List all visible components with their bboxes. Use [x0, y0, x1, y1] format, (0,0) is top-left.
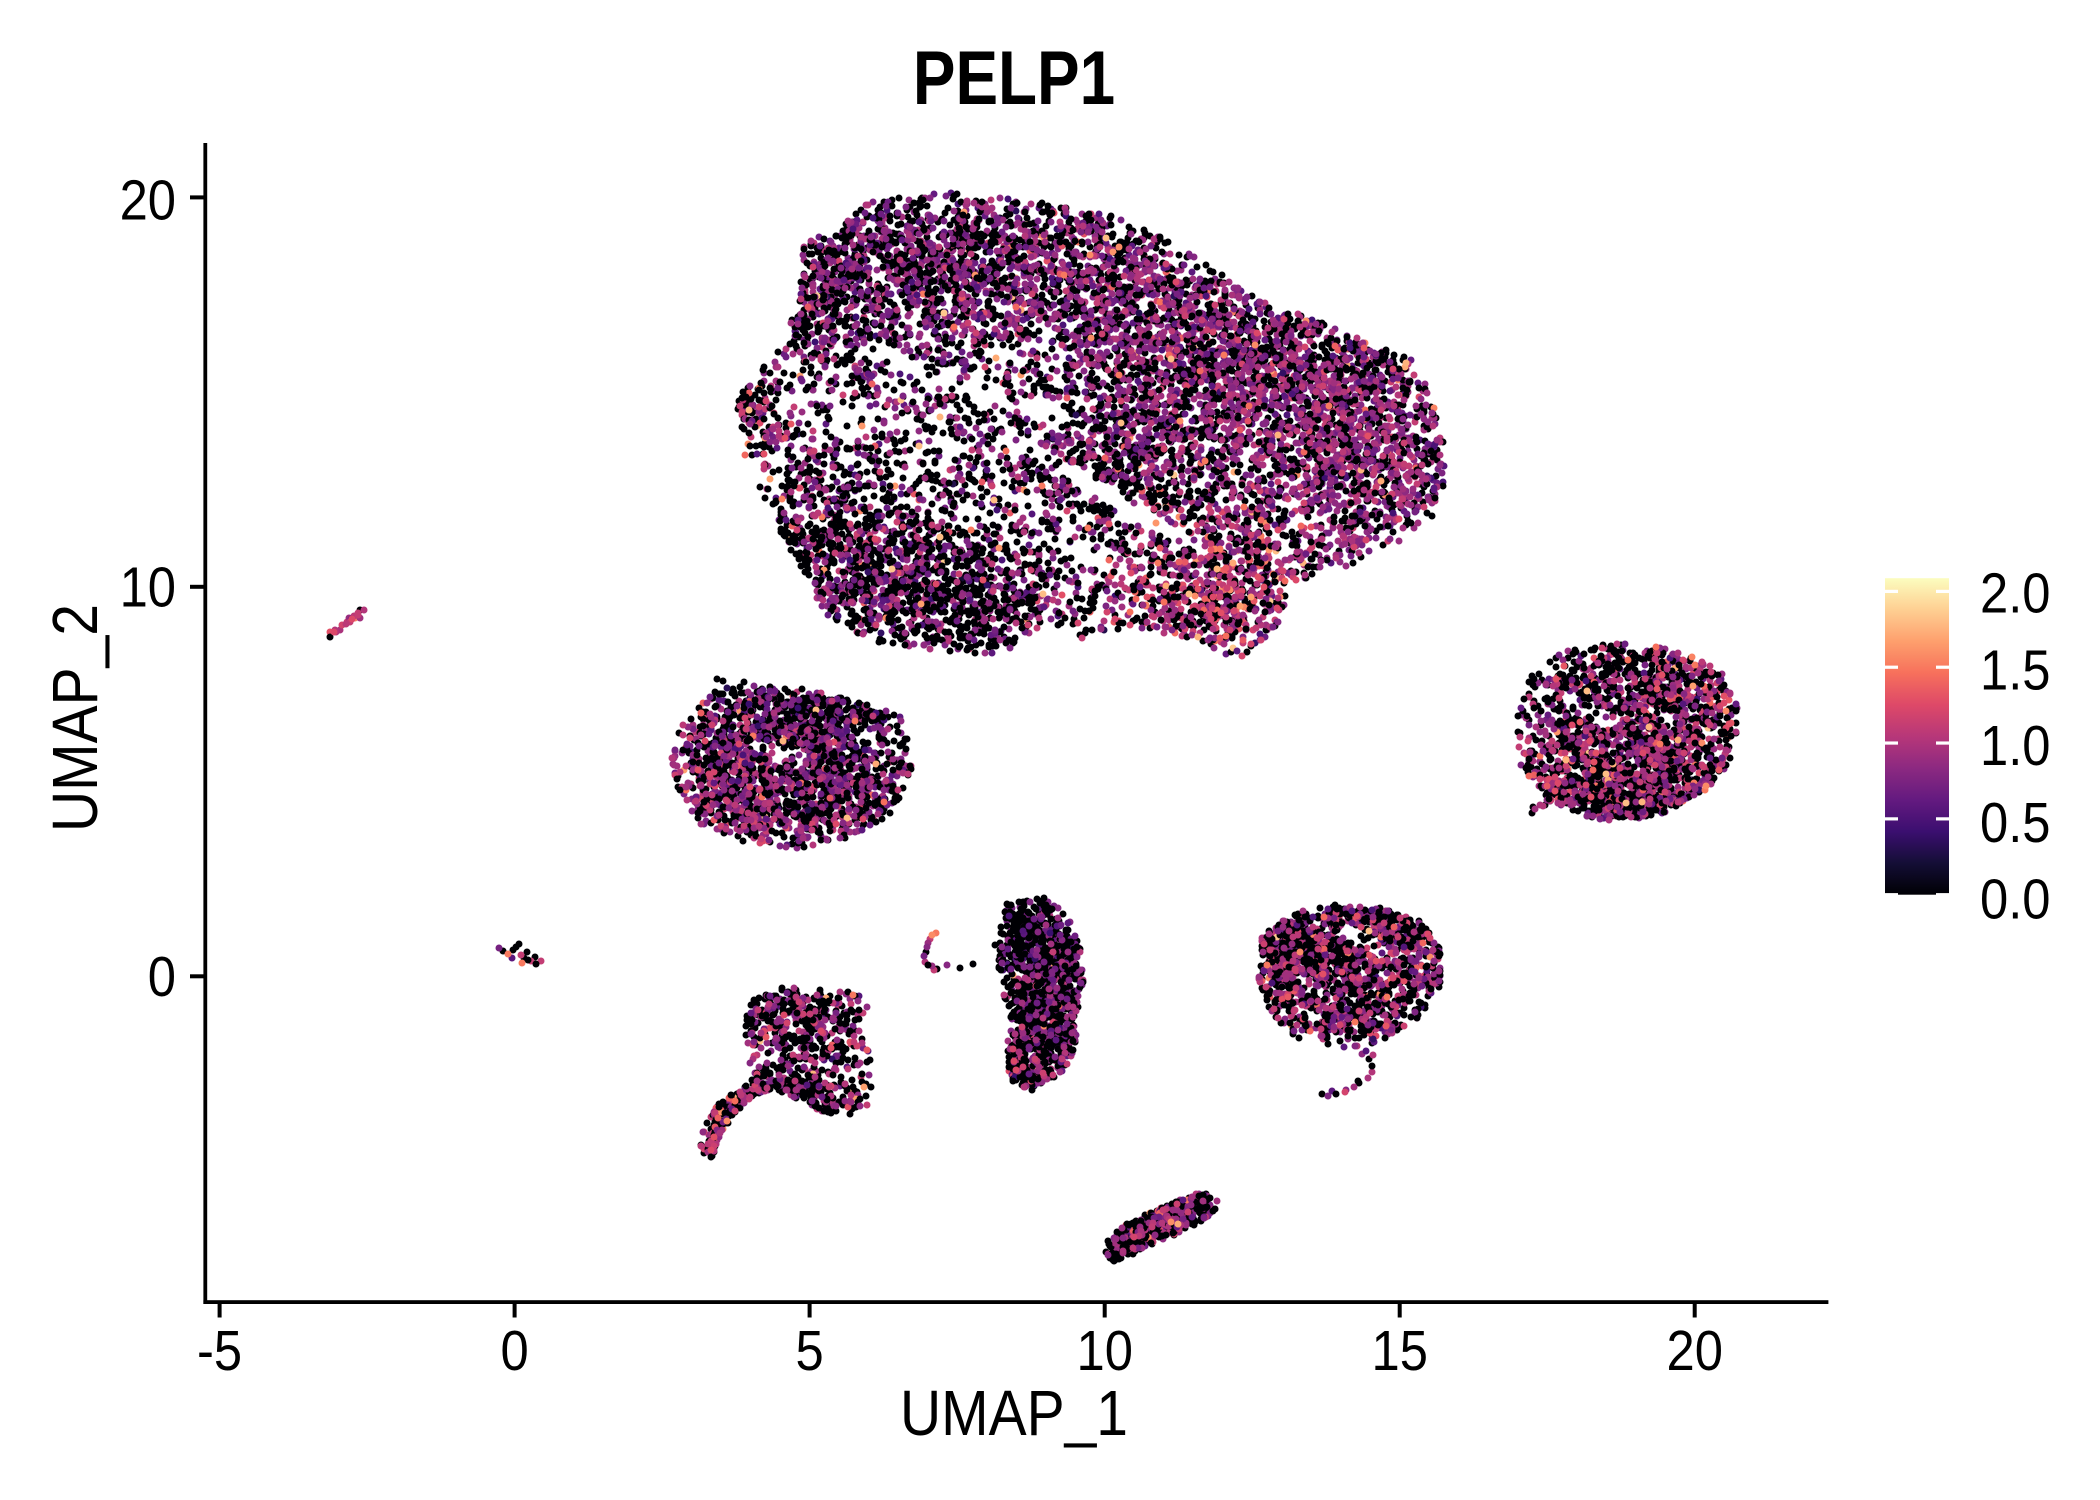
svg-text:10: 10	[1076, 1319, 1132, 1382]
svg-text:0.5: 0.5	[1980, 791, 2051, 854]
svg-text:5: 5	[795, 1319, 823, 1382]
svg-text:1.0: 1.0	[1980, 714, 2051, 777]
svg-text:2.0: 2.0	[1980, 562, 2051, 625]
svg-text:15: 15	[1371, 1319, 1427, 1382]
svg-text:20: 20	[1666, 1319, 1722, 1382]
svg-text:UMAP_1: UMAP_1	[900, 1377, 1128, 1449]
svg-text:1.5: 1.5	[1980, 639, 2051, 702]
svg-text:0: 0	[148, 945, 176, 1008]
svg-text:20: 20	[120, 169, 176, 232]
svg-text:0: 0	[500, 1319, 528, 1382]
svg-text:PELP1: PELP1	[913, 35, 1115, 121]
svg-text:0.0: 0.0	[1980, 868, 2051, 931]
svg-text:UMAP_2: UMAP_2	[39, 604, 111, 832]
svg-text:-5: -5	[197, 1319, 242, 1382]
svg-text:10: 10	[120, 556, 176, 619]
